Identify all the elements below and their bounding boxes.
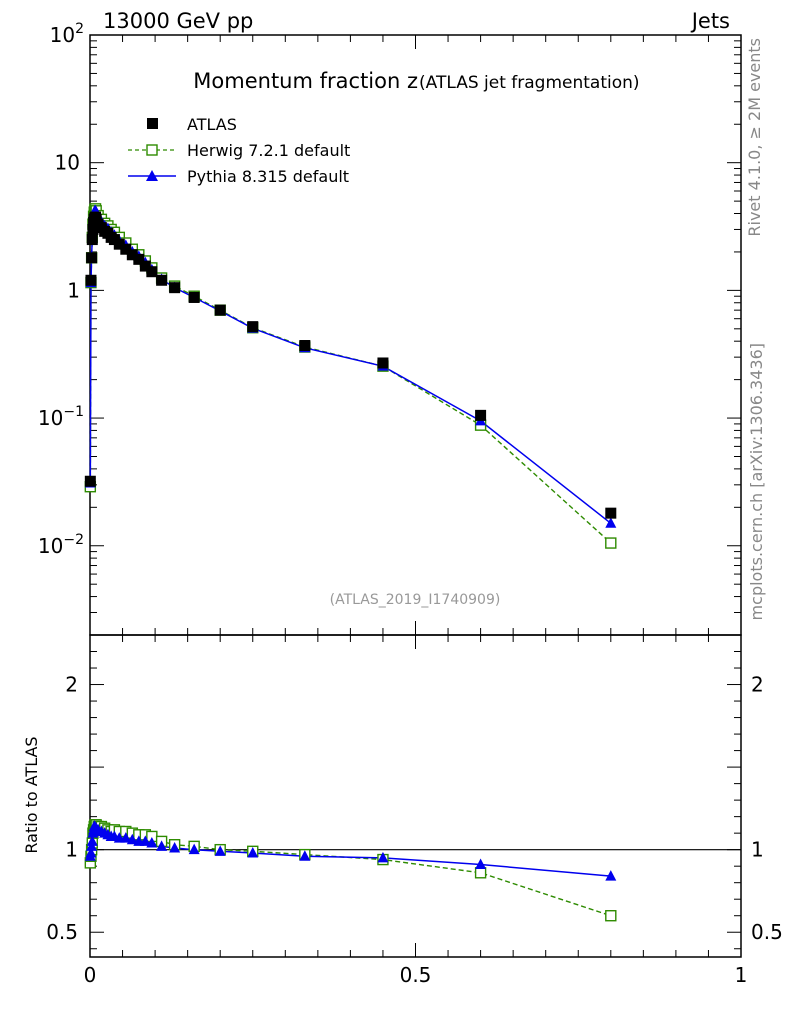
x-tick-label: 1 [735, 963, 748, 987]
point-atlas [85, 274, 97, 286]
point-pythia [605, 517, 617, 528]
ratio-point-pythia [85, 846, 97, 858]
ratio-point-pythia [188, 843, 200, 855]
y-tick-label-main: 102 [50, 21, 84, 47]
y-tick-label-ratio: 2 [65, 673, 78, 697]
point-atlas [146, 266, 158, 278]
legend-marker-herwig [146, 144, 158, 156]
analysis-watermark: (ATLAS_2019_I1740909) [330, 592, 501, 608]
point-atlas [113, 238, 125, 250]
ratio-point-pythia [169, 842, 181, 853]
point-atlas [120, 243, 132, 255]
point-atlas [377, 357, 389, 369]
chart-title-suffix: (ATLAS jet fragmentation) [419, 73, 640, 93]
ratio-point-herwig [474, 867, 487, 879]
point-atlas [299, 340, 311, 352]
legend: ATLAS Herwig 7.2.1 default Pythia 8.315 … [128, 115, 350, 186]
side-label-bottom: mcplots.cern.ch [arXiv:1306.3436] [747, 343, 766, 620]
y-tick-label-ratio: 0.5 [46, 920, 78, 944]
chart-title: Momentum fraction z [193, 69, 418, 93]
series-line-herwig [89, 207, 612, 544]
point-atlas [126, 249, 138, 261]
ratio-point-pythia [86, 835, 98, 846]
ratio-plot-frame [89, 634, 742, 958]
y-tick-label-ratio-right: 0.5 [751, 920, 783, 944]
ratio-point-pythia [214, 845, 226, 856]
ratio-point-pythia [156, 840, 168, 851]
legend-marker-atlas [147, 118, 158, 129]
y-tick-label-main: 10 [55, 151, 80, 175]
ratio-point-pythia [247, 846, 259, 858]
x-tick-label: 0 [84, 963, 97, 987]
legend-label-atlas: ATLAS [187, 115, 237, 134]
header-right: Jets [690, 9, 730, 33]
point-herwig [605, 537, 617, 549]
point-atlas [86, 234, 98, 246]
y-tick-label-main: 10−1 [38, 404, 84, 430]
point-atlas [84, 475, 96, 487]
x-tick-label: 0.5 [400, 963, 432, 987]
legend-marker-pythia [146, 170, 158, 181]
point-atlas [188, 291, 200, 303]
ratio-point-pythia [126, 833, 138, 845]
point-atlas [247, 321, 259, 333]
side-label-top: Rivet 4.1.0, ≥ 2M events [745, 38, 764, 237]
ratio-point-herwig [605, 910, 617, 922]
ratio-point-pythia [605, 870, 617, 881]
point-atlas [139, 260, 151, 272]
ratio-point-pythia [475, 858, 487, 870]
y-tick-label-main: 10−2 [38, 532, 84, 558]
ratio-y-axis-label: Ratio to ATLAS [22, 736, 41, 853]
point-atlas [86, 252, 98, 264]
point-atlas [605, 507, 617, 519]
point-atlas [169, 282, 181, 294]
point-atlas [475, 409, 487, 421]
curves-layer [84, 203, 617, 922]
ratio-line-herwig [89, 824, 612, 917]
ratio-point-pythia [146, 837, 158, 848]
ratio-line-pythia [89, 825, 611, 877]
ratio-point-pythia [299, 850, 311, 861]
series-line-pythia [89, 210, 612, 524]
ratio-point-pythia [120, 832, 132, 843]
y-tick-label-ratio-right: 2 [751, 673, 764, 697]
point-atlas [214, 304, 226, 316]
y-tick-label-ratio-right: 1 [751, 838, 764, 862]
ratio-point-pythia [139, 835, 151, 846]
point-atlas [156, 274, 168, 286]
point-atlas [133, 253, 145, 265]
y-tick-label-ratio: 1 [65, 838, 78, 862]
legend-label-herwig: Herwig 7.2.1 default [187, 141, 350, 160]
legend-label-pythia: Pythia 8.315 default [187, 167, 349, 186]
header-left: 13000 GeV pp [103, 9, 253, 33]
y-tick-label-main: 1 [67, 278, 80, 302]
ratio-point-pythia [377, 851, 389, 863]
